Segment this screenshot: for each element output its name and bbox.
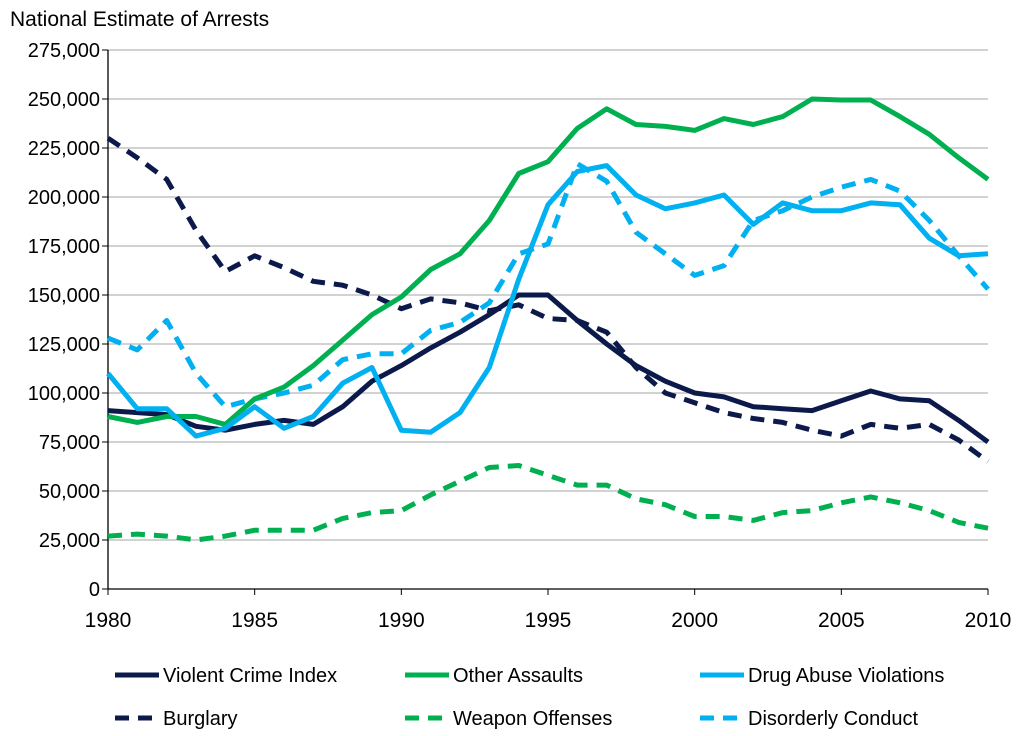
series-line-other-assaults bbox=[107, 96, 990, 427]
y-tick-label: 200,000 bbox=[28, 187, 100, 209]
y-tick-label: 250,000 bbox=[28, 89, 100, 111]
legend-label: Drug Abuse Violations bbox=[748, 665, 944, 687]
series-line-violent-crime-index bbox=[107, 292, 990, 445]
y-tick-label: 50,000 bbox=[39, 481, 100, 503]
legend-label: Other Assaults bbox=[453, 665, 583, 687]
y-tick-label: 75,000 bbox=[39, 432, 100, 454]
legend-label: Burglary bbox=[163, 708, 237, 730]
series-line-disorderly-conduct bbox=[107, 161, 990, 410]
y-tick-label: 0 bbox=[89, 579, 100, 601]
x-tick-label: 2000 bbox=[671, 609, 718, 632]
series-line-weapon-offenses bbox=[107, 463, 989, 543]
y-tick-label: 275,000 bbox=[28, 40, 100, 62]
x-tick-label: 2005 bbox=[818, 609, 865, 632]
series-line-drug-abuse-violations bbox=[106, 163, 989, 439]
y-tick-label: 225,000 bbox=[28, 138, 100, 160]
x-tick-label: 2010 bbox=[965, 609, 1012, 632]
x-tick-label: 1995 bbox=[525, 609, 572, 632]
legend-label: Weapon Offenses bbox=[453, 708, 612, 730]
y-tick-label: 100,000 bbox=[28, 383, 100, 405]
chart-title: National Estimate of Arrests bbox=[10, 8, 269, 31]
x-tick-label: 1990 bbox=[378, 609, 425, 632]
series-line-burglary bbox=[106, 136, 990, 464]
legend-label: Violent Crime Index bbox=[163, 665, 337, 687]
y-tick-label: 125,000 bbox=[28, 334, 100, 356]
y-tick-label: 25,000 bbox=[39, 530, 100, 552]
y-tick-label: 150,000 bbox=[28, 285, 100, 307]
y-tick-label: 175,000 bbox=[28, 236, 100, 258]
x-tick-label: 1985 bbox=[231, 609, 278, 632]
legend-label: Disorderly Conduct bbox=[748, 708, 919, 730]
x-tick-label: 1980 bbox=[85, 609, 132, 632]
